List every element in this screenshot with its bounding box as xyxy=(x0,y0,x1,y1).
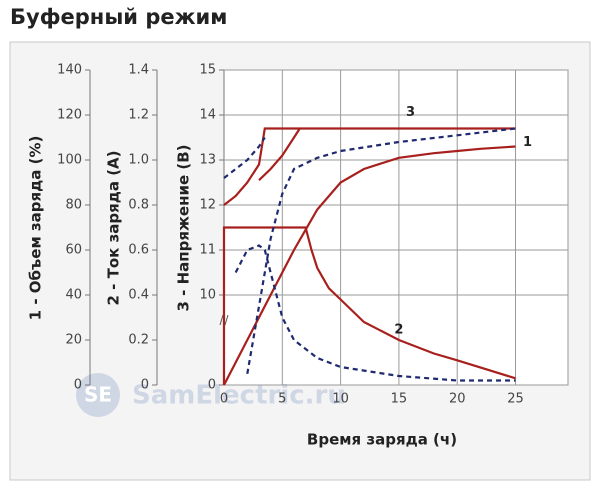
axis-break xyxy=(219,314,229,326)
y3-tick-label: 14 xyxy=(199,108,216,123)
y3-tick-label: 11 xyxy=(199,243,216,258)
y2-tick-label: 0 xyxy=(141,378,149,393)
y-tick-label: 140 xyxy=(57,63,82,78)
x-tick-label: 10 xyxy=(332,392,349,407)
y2-tick-label: 0.8 xyxy=(128,198,149,213)
chart-title: Буферный режим xyxy=(10,5,227,29)
y-tick-label: 80 xyxy=(65,198,82,213)
y2-tick-label: 0.2 xyxy=(128,333,149,348)
y-tick-label: 0 xyxy=(74,378,82,393)
series-line xyxy=(246,127,516,374)
x-tick-label: 15 xyxy=(391,392,408,407)
y2-axis-title: 2 - Ток заряда (А) xyxy=(105,150,123,305)
y3-tick-label: 12 xyxy=(199,198,216,213)
x-axis-title: Время заряда (ч) xyxy=(307,431,457,449)
series-line xyxy=(223,136,266,179)
series-label: 1 xyxy=(523,135,532,150)
x-tick-label: 5 xyxy=(278,392,286,407)
watermark-badge xyxy=(76,373,120,417)
y2-tick-label: 1.2 xyxy=(128,108,149,123)
y-tick-label: 100 xyxy=(57,153,82,168)
y3-axis-title: 3 - Напряжение (В) xyxy=(175,144,193,311)
series-label: 2 xyxy=(394,323,403,338)
y-tick-label: 40 xyxy=(65,288,82,303)
x-tick-label: 0 xyxy=(220,392,228,407)
y3-tick-label: 15 xyxy=(199,63,216,78)
y2-tick-label: 1.4 xyxy=(128,63,149,78)
y-tick-label: 120 xyxy=(57,108,82,123)
watermark-logo: SE xyxy=(84,383,112,407)
y3-tick-label: 13 xyxy=(199,153,216,168)
y2-tick-label: 0.6 xyxy=(128,243,149,258)
y-axis-title: 1 - Объем заряда (%) xyxy=(27,136,45,321)
series-line xyxy=(258,127,301,181)
y-tick-label: 60 xyxy=(65,243,82,258)
x-tick-label: 20 xyxy=(449,392,466,407)
y-tick-label: 20 xyxy=(65,333,82,348)
series-line xyxy=(223,145,516,386)
series-line xyxy=(223,127,516,206)
series-label: 3 xyxy=(406,105,415,120)
y2-tick-label: 0.4 xyxy=(128,288,149,303)
y3-tick-label: 0 xyxy=(208,378,216,393)
x-tick-label: 25 xyxy=(507,392,524,407)
series-line xyxy=(222,226,516,385)
y3-tick-label: 10 xyxy=(199,288,216,303)
series-line xyxy=(234,244,516,382)
y2-tick-label: 1.0 xyxy=(128,153,149,168)
